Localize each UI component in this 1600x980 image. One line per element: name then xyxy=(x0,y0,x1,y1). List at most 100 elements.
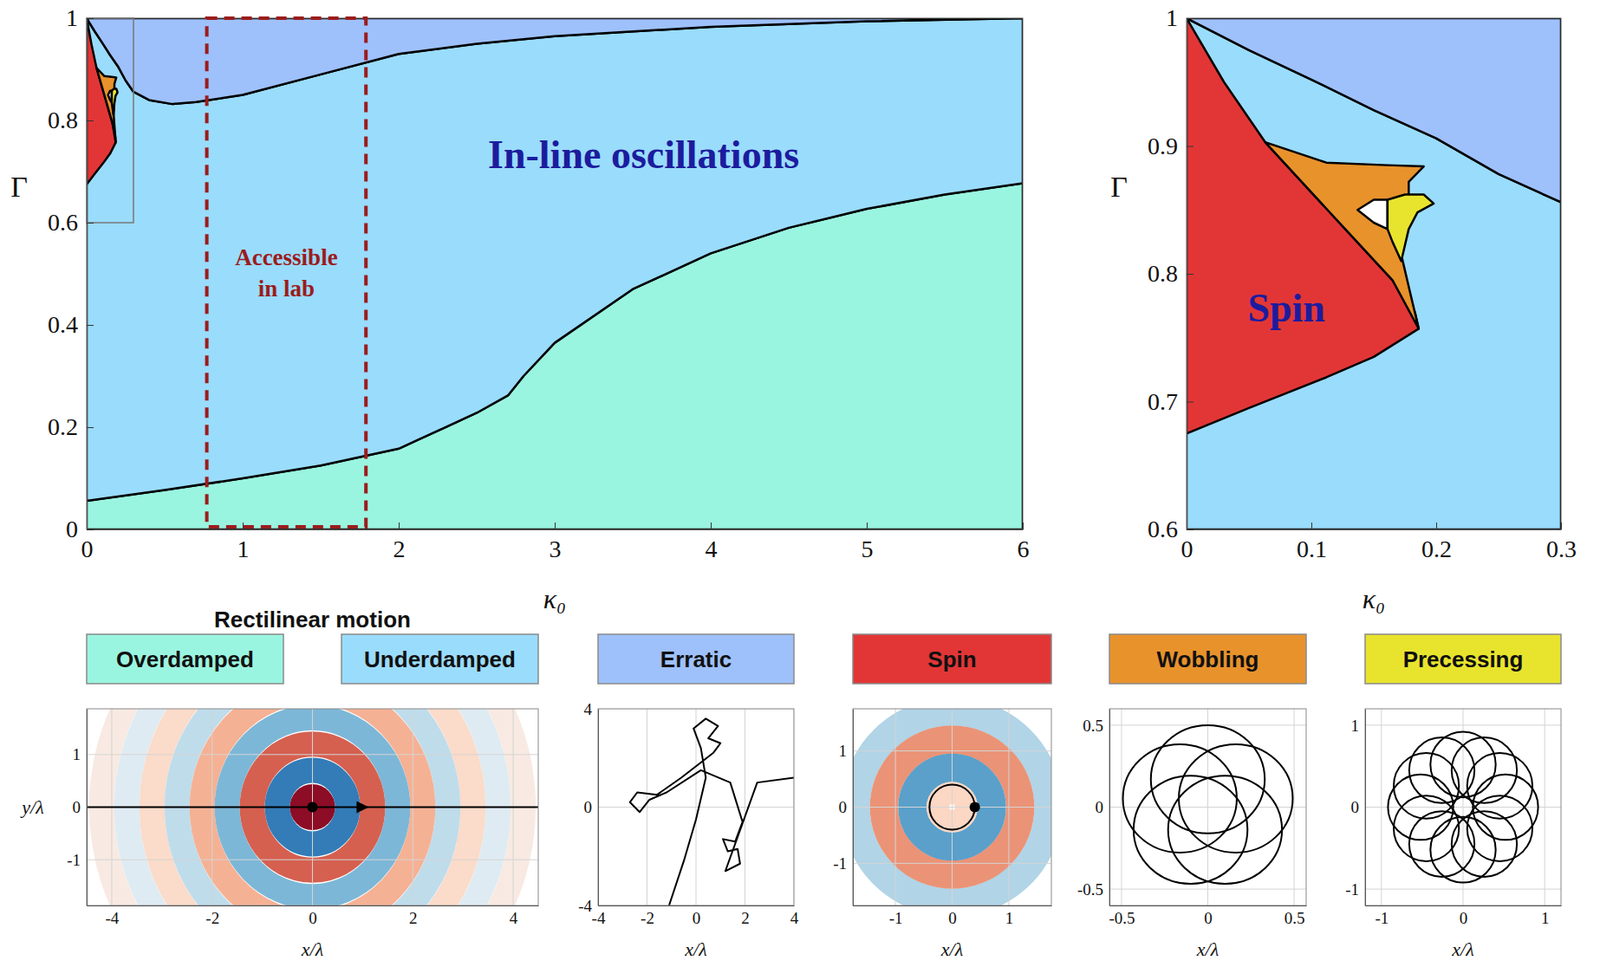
trajectory-loop xyxy=(1387,774,1453,841)
tick-label: -2 xyxy=(205,909,220,928)
tick-mark xyxy=(1186,273,1194,275)
axis-line xyxy=(87,529,1024,531)
axis-line xyxy=(1365,709,1366,907)
axis-x: -0.5 0 0.5 xyxy=(1108,905,1307,928)
tick-mark xyxy=(86,529,94,531)
tick-label: 1 xyxy=(839,741,848,761)
trajectory-loop xyxy=(1451,811,1517,878)
plot-frame xyxy=(86,18,1023,530)
tick: -4 xyxy=(105,905,120,928)
tick-label: 0.9 xyxy=(1147,132,1178,160)
trajectory-loop xyxy=(1430,731,1496,798)
tick: 2 xyxy=(741,905,750,928)
tick: -1 xyxy=(1374,905,1389,928)
tick-label: 0 xyxy=(584,798,593,817)
legend-label: Erratic xyxy=(660,646,732,673)
axis-y: -1 0 1 xyxy=(66,709,87,907)
axis-x: 0123456 xyxy=(81,522,1030,563)
trajectory-chart: -101-101x/λ xyxy=(832,708,1052,961)
tick-label: 0.2 xyxy=(1421,535,1452,563)
tick: 0.5 xyxy=(1284,905,1306,928)
x-axis-title: x/λ xyxy=(683,938,707,961)
axis-line xyxy=(1109,709,1111,907)
axis-line xyxy=(86,19,88,531)
trajectory-loop xyxy=(1393,753,1459,820)
region xyxy=(1387,195,1434,262)
box-label: Accessible xyxy=(234,244,338,271)
tick: 0 xyxy=(72,798,88,817)
tick-label: 0 xyxy=(1459,909,1469,928)
tick: 0 xyxy=(584,798,599,817)
tick-label: -1 xyxy=(66,851,81,870)
trajectory-chart: -4-2024-101x/λy/λRectilinear motion xyxy=(19,586,539,980)
tick: -4 xyxy=(578,897,599,916)
tick-label: 6 xyxy=(1017,535,1030,563)
tick: 4 xyxy=(790,905,800,928)
trajectory-loop xyxy=(1409,737,1475,804)
tick-mark xyxy=(1186,529,1194,531)
tick: 0 xyxy=(839,798,854,817)
axis-line xyxy=(853,905,1053,907)
x-axis-title: x/λ xyxy=(1196,938,1219,961)
tick-mark xyxy=(866,522,868,530)
tick-label: 1 xyxy=(72,745,82,764)
tick-label: -1 xyxy=(1345,880,1360,899)
tick-label: 0 xyxy=(692,909,702,928)
grid-line xyxy=(1365,724,1561,726)
axis-x: 00.10.20.3 xyxy=(1181,522,1578,563)
tick: 0.6 xyxy=(1147,515,1194,543)
trajectory-loop xyxy=(1409,811,1475,878)
plot-area xyxy=(86,18,1023,530)
plot-frame xyxy=(1186,18,1561,530)
tick: 0.6 xyxy=(47,208,94,236)
tick-label: 0 xyxy=(72,798,82,817)
trajectory-loop xyxy=(1133,775,1248,885)
tick: 1 xyxy=(65,4,94,32)
tick: 0.4 xyxy=(47,311,94,339)
region xyxy=(1357,199,1388,229)
tick-label: 2 xyxy=(409,909,418,928)
tick: 0 xyxy=(692,905,702,928)
trajectory-loop xyxy=(929,785,975,831)
trajectory-chart: -101-101x/λ xyxy=(1345,708,1561,961)
region xyxy=(86,18,1023,105)
tick-label: -0.5 xyxy=(1108,909,1135,928)
y-axis-title: y/λ xyxy=(19,796,44,819)
axis-line xyxy=(598,905,795,907)
tick-label: 0.5 xyxy=(1082,715,1104,735)
tick: 2 xyxy=(393,522,406,563)
legend-item: Underdamped xyxy=(341,634,539,684)
tick: 0 xyxy=(948,905,957,928)
tick: 1 xyxy=(1165,4,1194,32)
tick-label: -4 xyxy=(578,897,592,916)
tick: 3 xyxy=(549,522,562,563)
tick: 4 xyxy=(584,700,599,719)
tick: -2 xyxy=(205,905,220,928)
figure: Accessiblein lab012345600.20.40.60.81κ₀Γ… xyxy=(0,0,1600,980)
tick-label: 0.4 xyxy=(47,311,79,339)
grid-line xyxy=(1365,806,1561,808)
tick-label: 0 xyxy=(1203,909,1213,928)
tick-label: -1 xyxy=(1374,909,1389,928)
tick-label: 0 xyxy=(1181,535,1194,563)
tick: -4 xyxy=(591,905,606,928)
axis-y: 00.20.40.60.81 xyxy=(47,4,94,543)
plot-background xyxy=(1365,708,1561,906)
legend-label: Spin xyxy=(927,646,976,673)
tick-mark xyxy=(1436,522,1438,530)
tick-label: 0.5 xyxy=(1284,909,1306,928)
tick-label: 0 xyxy=(81,535,94,563)
axis-line xyxy=(1365,905,1562,907)
tick-mark xyxy=(1186,146,1194,148)
region xyxy=(86,18,1023,501)
legend-swatch xyxy=(598,634,794,684)
tick-label: 0 xyxy=(839,798,848,817)
tick: 0 xyxy=(1351,798,1366,817)
plot-frame xyxy=(598,708,794,906)
tick-mark xyxy=(86,18,94,20)
annotation: In-line oscillations xyxy=(487,132,800,177)
tick-label: 0.7 xyxy=(1147,388,1178,416)
y-axis-title: Γ xyxy=(10,170,28,203)
plot-area xyxy=(1365,708,1561,906)
tick: -0.5 xyxy=(1077,880,1110,899)
